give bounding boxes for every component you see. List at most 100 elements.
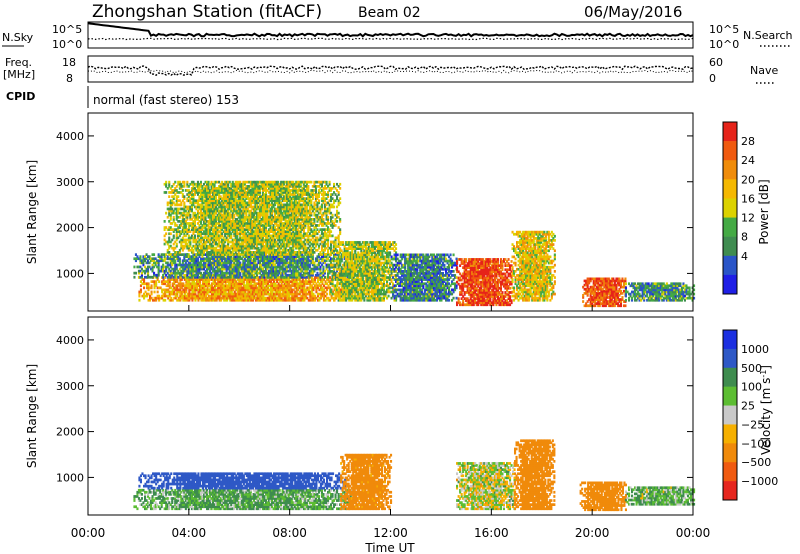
data-cell: [210, 257, 213, 261]
data-cell: [190, 187, 193, 190]
data-cell: [219, 248, 222, 252]
data-cell: [210, 182, 213, 186]
data-cell: [167, 280, 170, 283]
data-cell: [249, 259, 252, 263]
data-cell: [167, 282, 170, 286]
data-cell: [209, 275, 212, 279]
data-cell: [165, 182, 168, 186]
data-cell: [328, 267, 331, 271]
data-cell: [164, 280, 167, 283]
data-cell: [233, 215, 236, 219]
data-cell: [168, 191, 171, 194]
data-cell: [209, 259, 212, 263]
data-cell: [201, 195, 204, 198]
data-cell: [203, 278, 206, 281]
data-cell: [301, 280, 304, 283]
data-cell: [246, 273, 249, 277]
data-cell: [208, 282, 211, 286]
data-cell: [290, 257, 293, 261]
data-cell: [225, 191, 228, 194]
data-cell: [197, 280, 200, 283]
data-cell: [228, 234, 231, 238]
data-cell: [224, 298, 227, 302]
data-cell: [280, 267, 283, 271]
data-cell: [213, 215, 216, 219]
data-cell: [230, 278, 233, 281]
data-cell: [244, 296, 247, 300]
data-cell: [200, 294, 203, 298]
data-cell: [192, 278, 195, 281]
data-cell: [185, 294, 188, 298]
data-cell: [216, 213, 219, 217]
data-cell: [260, 284, 263, 288]
data-cell: [206, 275, 209, 279]
data-cell: [226, 278, 229, 281]
data-cell: [212, 218, 215, 221]
data-cell: [196, 182, 199, 186]
data-cell: [325, 255, 328, 258]
data-cell: [285, 292, 288, 296]
data-cell: [229, 294, 232, 298]
data-cell: [319, 286, 322, 290]
data-cell: [289, 263, 292, 267]
data-cell: [206, 240, 209, 244]
data-cell: [224, 246, 227, 250]
data-cell: [172, 257, 175, 261]
data-cell: [234, 251, 237, 254]
data-cell: [307, 292, 310, 296]
data-cell: [292, 259, 295, 263]
data-cell: [144, 255, 147, 258]
data-cell: [197, 288, 200, 292]
data-cell: [222, 193, 225, 196]
data-cell: [226, 280, 229, 283]
data-cell: [207, 185, 210, 188]
data-cell: [327, 269, 330, 273]
data-cell: [144, 265, 147, 269]
data-cell: [196, 269, 199, 273]
data-cell: [304, 273, 307, 277]
data-cell: [207, 220, 210, 223]
data-cell: [233, 222, 236, 225]
data-cell: [190, 191, 193, 194]
data-cell: [295, 294, 298, 298]
data-cell: [172, 230, 175, 233]
data-cell: [254, 296, 257, 300]
data-cell: [307, 298, 310, 302]
data-cell: [260, 292, 263, 296]
data-cell: [155, 296, 158, 300]
data-cell: [189, 236, 192, 240]
data-cell: [213, 259, 216, 263]
data-cell: [313, 261, 316, 265]
data-cell: [233, 182, 236, 186]
data-cell: [288, 288, 291, 292]
data-cell: [215, 269, 218, 273]
data-cell: [155, 284, 158, 288]
data-cell: [233, 185, 236, 188]
data-cell: [307, 282, 310, 286]
data-cell: [309, 282, 312, 286]
data-cell: [320, 275, 323, 279]
data-cell: [185, 286, 188, 290]
data-cell: [212, 290, 215, 294]
data-cell: [213, 271, 216, 275]
data-cell: [171, 185, 174, 188]
data-cell: [219, 236, 222, 240]
data-cell: [218, 296, 221, 300]
data-cell: [285, 298, 288, 302]
data-cell: [190, 201, 193, 205]
data-cell: [140, 275, 143, 279]
data-cell: [253, 288, 256, 292]
data-cell: [294, 294, 297, 298]
data-cell: [175, 263, 178, 267]
data-cell: [183, 269, 186, 273]
data-cell: [286, 259, 289, 263]
data-cell: [145, 275, 148, 279]
data-cell: [212, 197, 215, 200]
data-cell: [228, 263, 231, 267]
data-cell: [244, 294, 247, 298]
data-cell: [310, 284, 313, 288]
data-cell: [217, 282, 220, 286]
data-cell: [280, 294, 283, 298]
data-cell: [199, 226, 202, 229]
data-cell: [183, 284, 186, 288]
